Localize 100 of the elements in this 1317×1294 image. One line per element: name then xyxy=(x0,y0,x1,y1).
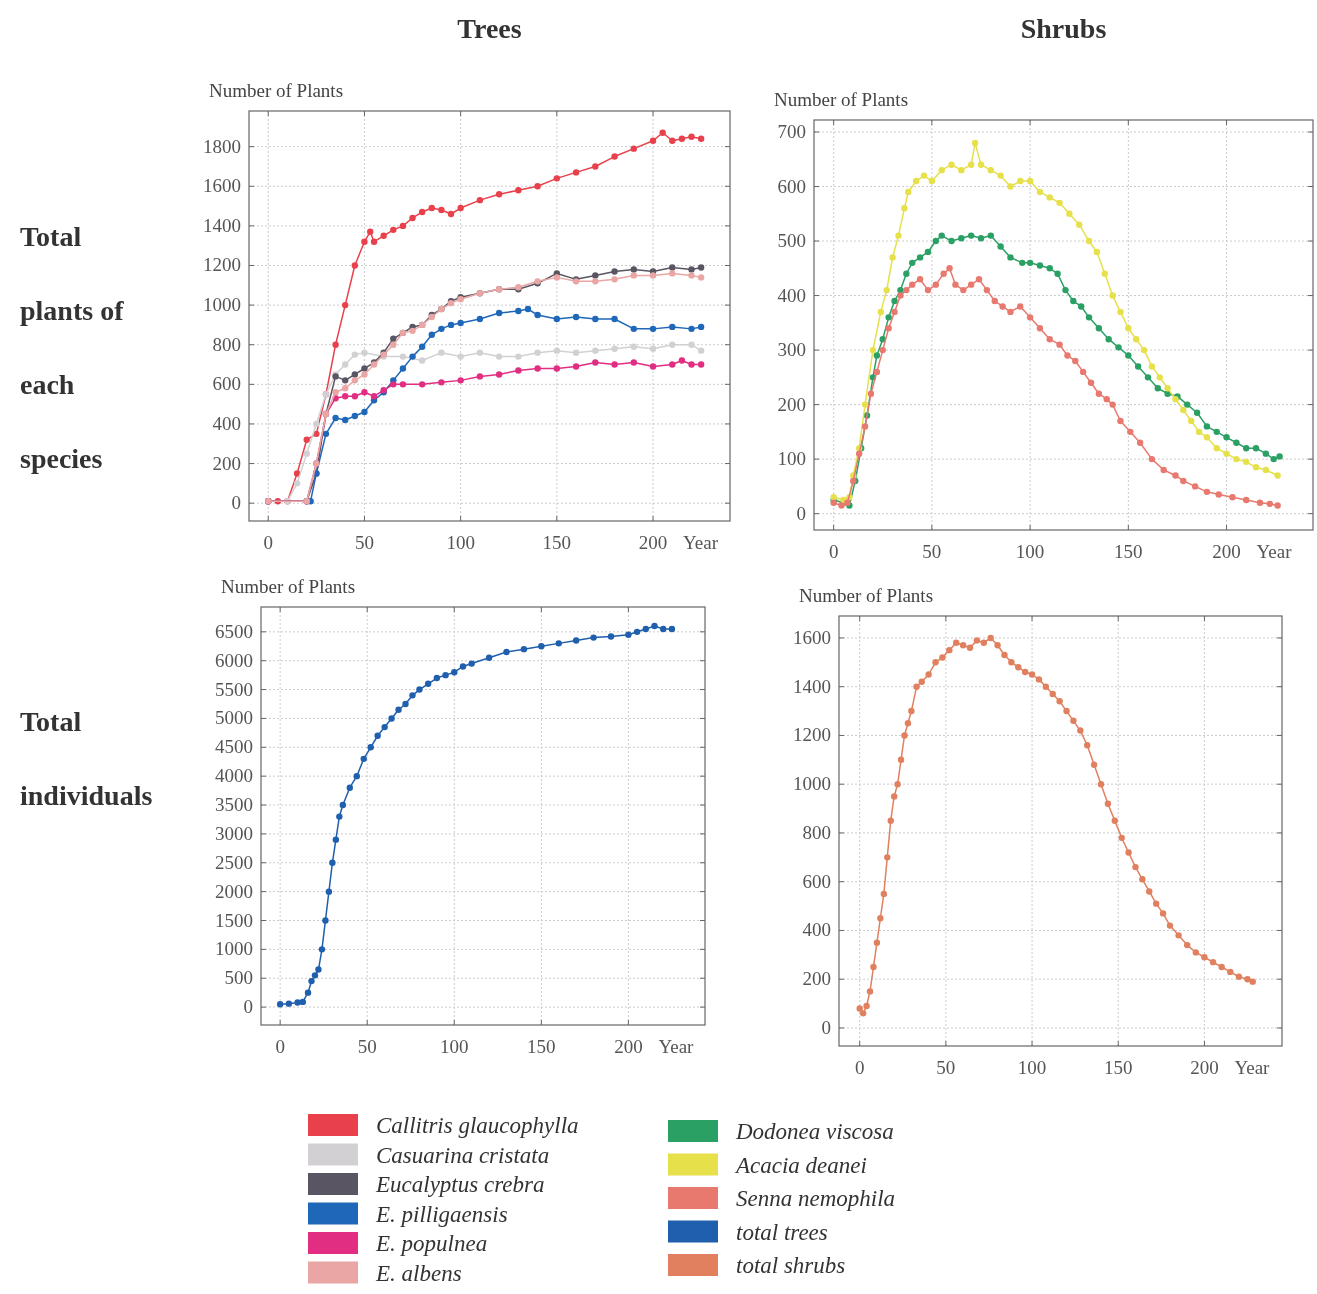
point xyxy=(1213,428,1220,436)
point xyxy=(1095,390,1103,397)
point xyxy=(607,633,615,640)
point xyxy=(938,232,945,239)
point xyxy=(1007,254,1014,261)
point xyxy=(1046,194,1053,201)
point xyxy=(932,281,939,288)
point xyxy=(1154,385,1161,392)
point xyxy=(916,276,924,283)
point xyxy=(697,361,705,368)
point xyxy=(438,325,445,333)
point xyxy=(433,674,441,682)
point xyxy=(476,373,484,380)
point xyxy=(1188,417,1195,425)
point xyxy=(332,341,339,348)
x-tick-label: 150 xyxy=(542,532,572,553)
point xyxy=(983,286,991,294)
legend-label: Callitris glaucophylla xyxy=(376,1113,579,1138)
x-tick-label: 50 xyxy=(936,1057,956,1078)
point xyxy=(555,640,562,647)
point xyxy=(313,420,320,428)
point xyxy=(1056,199,1063,207)
point xyxy=(399,365,407,372)
y-tick-label: 0 xyxy=(796,502,806,524)
point xyxy=(633,628,641,636)
point xyxy=(611,153,618,160)
point xyxy=(457,353,464,360)
point xyxy=(885,314,892,321)
y-axis-title: Number of Plants xyxy=(799,585,934,606)
y-tick-label: 5500 xyxy=(215,678,253,700)
point xyxy=(630,325,637,333)
point xyxy=(958,235,965,242)
point xyxy=(611,315,618,323)
point xyxy=(889,254,896,261)
point xyxy=(342,416,349,424)
point xyxy=(901,205,908,212)
point xyxy=(1109,292,1116,299)
legend-label: E. populnea xyxy=(375,1231,488,1256)
point xyxy=(360,755,367,763)
y-tick-label: 4500 xyxy=(215,736,253,758)
y-tick-label: 0 xyxy=(243,996,253,1018)
legend-label: Eucalyptus crebra xyxy=(375,1172,545,1197)
point xyxy=(909,259,916,267)
point xyxy=(332,414,339,422)
point xyxy=(903,270,910,277)
text: Total individuals xyxy=(20,706,153,811)
point xyxy=(1136,439,1144,446)
x-tick-label: 150 xyxy=(1104,1057,1133,1078)
point xyxy=(1243,458,1250,466)
point xyxy=(630,343,637,350)
point xyxy=(495,190,503,198)
legend-label: total trees xyxy=(736,1219,828,1245)
point xyxy=(381,723,388,731)
y-tick-label: 1200 xyxy=(203,254,241,276)
point xyxy=(928,177,936,185)
point xyxy=(1017,303,1024,310)
point xyxy=(611,276,618,283)
point xyxy=(688,325,695,333)
point xyxy=(940,270,947,277)
point xyxy=(1213,445,1220,452)
y-tick-label: 3500 xyxy=(215,794,253,816)
point xyxy=(688,341,695,348)
point xyxy=(390,335,397,342)
point xyxy=(630,359,637,366)
point xyxy=(495,371,503,378)
point xyxy=(388,715,395,722)
x-tick-label: 200 xyxy=(614,1036,643,1057)
point xyxy=(1117,417,1124,425)
y-tick-label: 1400 xyxy=(203,214,241,236)
point xyxy=(1148,363,1156,370)
legend-label: Casuarina cristata xyxy=(376,1142,550,1168)
point xyxy=(322,917,329,924)
point xyxy=(329,859,336,866)
legend-label: Senna nemophila xyxy=(736,1186,896,1211)
point xyxy=(1085,314,1093,321)
point xyxy=(1156,374,1163,381)
point xyxy=(867,390,875,397)
point xyxy=(1243,496,1250,504)
point xyxy=(409,692,416,699)
point xyxy=(1054,270,1061,277)
point xyxy=(1064,352,1071,359)
y-tick-label: 2500 xyxy=(215,851,253,873)
x-tick-label: 200 xyxy=(1190,1057,1219,1078)
point xyxy=(361,408,368,416)
point xyxy=(997,243,1004,250)
x-tick-label: 50 xyxy=(357,1036,377,1057)
point xyxy=(390,341,397,348)
point xyxy=(630,272,637,279)
point xyxy=(1233,439,1240,446)
x-tick-label: 100 xyxy=(440,1036,469,1057)
point xyxy=(659,129,666,136)
point xyxy=(975,276,983,283)
point xyxy=(1026,314,1034,321)
y-axis-title: Number of Plants xyxy=(221,576,356,597)
y-tick-label: 1000 xyxy=(793,773,831,795)
point xyxy=(1117,308,1124,316)
point xyxy=(293,470,301,477)
point xyxy=(669,323,676,331)
y-tick-label: 1000 xyxy=(203,294,241,316)
point xyxy=(924,248,932,256)
